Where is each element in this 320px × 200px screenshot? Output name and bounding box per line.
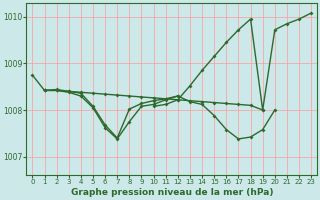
X-axis label: Graphe pression niveau de la mer (hPa): Graphe pression niveau de la mer (hPa) xyxy=(70,188,273,197)
